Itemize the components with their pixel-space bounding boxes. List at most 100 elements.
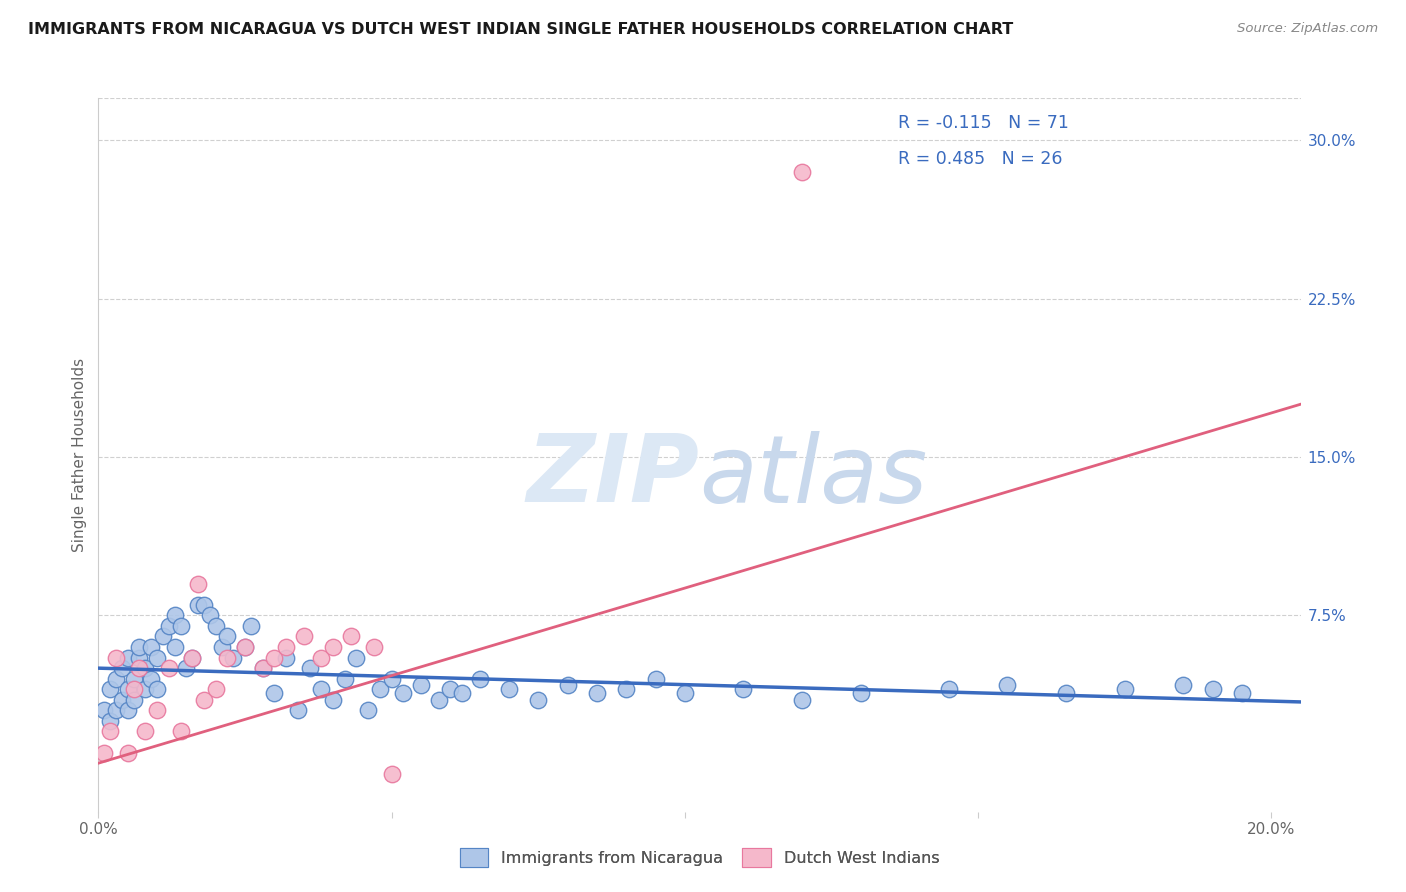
Point <box>287 703 309 717</box>
Point <box>790 165 813 179</box>
Point <box>117 650 139 665</box>
Point <box>122 693 145 707</box>
Text: Source: ZipAtlas.com: Source: ZipAtlas.com <box>1237 22 1378 36</box>
Point <box>339 630 361 644</box>
Point <box>128 661 150 675</box>
Point <box>117 746 139 760</box>
Text: atlas: atlas <box>700 431 928 522</box>
Point <box>263 686 285 700</box>
Point <box>274 640 297 654</box>
Point <box>451 686 474 700</box>
Point <box>117 682 139 697</box>
Point <box>252 661 274 675</box>
Point <box>1054 686 1077 700</box>
Point <box>152 630 174 644</box>
Point <box>193 693 215 707</box>
Point <box>128 640 150 654</box>
Point <box>93 703 115 717</box>
Point <box>98 724 121 739</box>
Legend: Immigrants from Nicaragua, Dutch West Indians: Immigrants from Nicaragua, Dutch West In… <box>451 839 948 875</box>
Point <box>233 640 256 654</box>
Point <box>309 682 332 697</box>
Point <box>409 678 432 692</box>
Point <box>790 693 813 707</box>
Point <box>274 650 297 665</box>
Point <box>322 640 344 654</box>
Point <box>187 576 209 591</box>
Point <box>157 619 180 633</box>
Point <box>1173 678 1195 692</box>
Point <box>122 672 145 686</box>
Point <box>233 640 256 654</box>
Point <box>644 672 666 686</box>
Point <box>1114 682 1136 697</box>
Point <box>98 682 121 697</box>
Point <box>614 682 637 697</box>
Point <box>673 686 696 700</box>
Point <box>134 724 156 739</box>
Point <box>292 630 315 644</box>
Point <box>111 661 134 675</box>
Point <box>527 693 550 707</box>
Text: IMMIGRANTS FROM NICARAGUA VS DUTCH WEST INDIAN SINGLE FATHER HOUSEHOLDS CORRELAT: IMMIGRANTS FROM NICARAGUA VS DUTCH WEST … <box>28 22 1014 37</box>
Point <box>322 693 344 707</box>
Point <box>163 640 186 654</box>
Y-axis label: Single Father Households: Single Father Households <box>72 358 87 552</box>
Point <box>995 678 1018 692</box>
Point <box>204 619 226 633</box>
Point <box>169 619 191 633</box>
Point <box>105 650 128 665</box>
Point <box>427 693 450 707</box>
Point <box>146 650 169 665</box>
Point <box>381 672 404 686</box>
Point <box>176 661 198 675</box>
Point <box>146 682 169 697</box>
Point <box>498 682 520 697</box>
Point <box>117 703 139 717</box>
Point <box>217 650 239 665</box>
Point <box>252 661 274 675</box>
Point <box>392 686 415 700</box>
Point <box>141 672 163 686</box>
Point <box>1230 686 1253 700</box>
Point <box>211 640 233 654</box>
Point <box>105 672 128 686</box>
Point <box>298 661 321 675</box>
Point <box>105 703 128 717</box>
Point <box>363 640 385 654</box>
Point <box>128 650 150 665</box>
Point <box>368 682 391 697</box>
Point <box>381 766 404 780</box>
Point <box>557 678 579 692</box>
Point <box>439 682 461 697</box>
Point <box>181 650 204 665</box>
Point <box>141 640 163 654</box>
Point <box>217 630 239 644</box>
Point <box>346 650 368 665</box>
Point <box>157 661 180 675</box>
Point <box>98 714 121 728</box>
Point <box>204 682 226 697</box>
Point <box>146 703 169 717</box>
Point <box>468 672 491 686</box>
Point <box>938 682 960 697</box>
Point <box>111 693 134 707</box>
Point <box>163 608 186 623</box>
Point <box>198 608 221 623</box>
Point <box>134 661 156 675</box>
Point <box>586 686 609 700</box>
Text: R = 0.485   N = 26: R = 0.485 N = 26 <box>898 150 1063 168</box>
Point <box>357 703 380 717</box>
Point <box>122 682 145 697</box>
Point <box>733 682 755 697</box>
Point <box>169 724 191 739</box>
Point <box>193 598 215 612</box>
Point <box>181 650 204 665</box>
Point <box>309 650 332 665</box>
Text: ZIP: ZIP <box>527 430 700 523</box>
Point <box>239 619 262 633</box>
Point <box>849 686 872 700</box>
Point <box>134 682 156 697</box>
Point <box>333 672 356 686</box>
Text: R = -0.115   N = 71: R = -0.115 N = 71 <box>898 114 1069 132</box>
